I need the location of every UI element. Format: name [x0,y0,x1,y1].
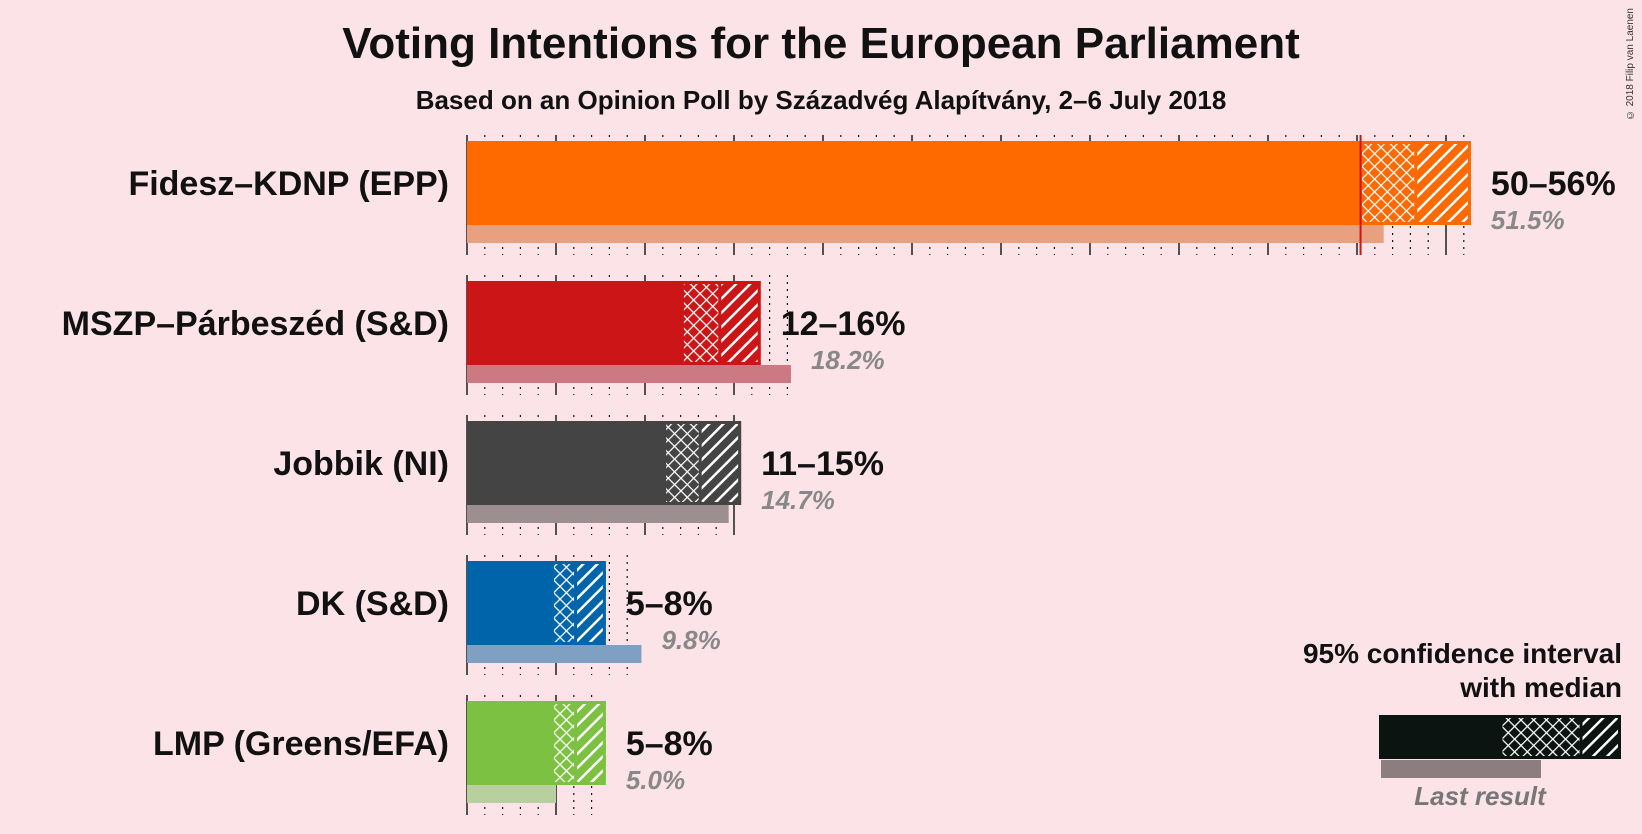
legend-title-line1: 95% confidence interval [1303,638,1622,669]
last-result-label: 18.2% [811,345,885,375]
last-result-label: 51.5% [1491,205,1565,235]
estimate-bar [467,141,1361,225]
ci-outline [550,561,606,645]
estimate-bar [467,281,683,365]
estimate-bar [467,701,553,785]
ci-lower-hatch [552,561,576,645]
range-label: 11–15% [761,445,884,483]
party-label: Jobbik (NI) [273,445,449,483]
ci-upper-hatch [700,421,742,505]
legend-ci-upper-hatch [1581,715,1621,759]
ci-lower-hatch [682,281,720,365]
estimate-bar [467,561,553,645]
estimate-bar [467,421,665,505]
legend-ci-outline [1499,715,1621,759]
range-label: 50–56% [1491,165,1616,203]
chart-title: Voting Intentions for the European Parli… [342,19,1300,68]
legend-title-line2: with median [1459,672,1622,703]
ci-upper-hatch [719,281,761,365]
last-result-bar [467,365,791,383]
chart-subtitle: Based on an Opinion Poll by Századvég Al… [415,85,1227,115]
ci-lower-hatch [552,701,576,785]
last-result-bar [467,225,1384,243]
range-label: 12–16% [781,305,906,343]
last-result-bar [467,645,642,663]
ci-upper-hatch [575,561,606,645]
last-result-bar [467,505,729,523]
legend-ci-lower-hatch [1501,715,1581,759]
ci-outline [663,421,742,505]
party-label: MSZP–Párbeszéd (S&D) [62,305,449,343]
legend-last-result-swatch [1381,760,1541,778]
last-result-label: 14.7% [761,485,835,515]
last-result-label: 9.8% [661,625,720,655]
range-label: 5–8% [626,585,713,623]
legend-last-result-label: Last result [1414,781,1547,811]
party-label: Fidesz–KDNP (EPP) [128,165,449,203]
ci-upper-hatch [1415,141,1471,225]
ci-outline [550,701,606,785]
ci-lower-hatch [664,421,701,505]
last-result-label: 5.0% [626,765,685,795]
legend-estimate-swatch [1379,715,1501,759]
range-label: 5–8% [626,725,713,763]
ci-lower-hatch [1360,141,1416,225]
party-label: DK (S&D) [296,585,449,623]
party-label: LMP (Greens/EFA) [153,725,449,763]
last-result-bar [467,785,556,803]
ci-upper-hatch [575,701,606,785]
